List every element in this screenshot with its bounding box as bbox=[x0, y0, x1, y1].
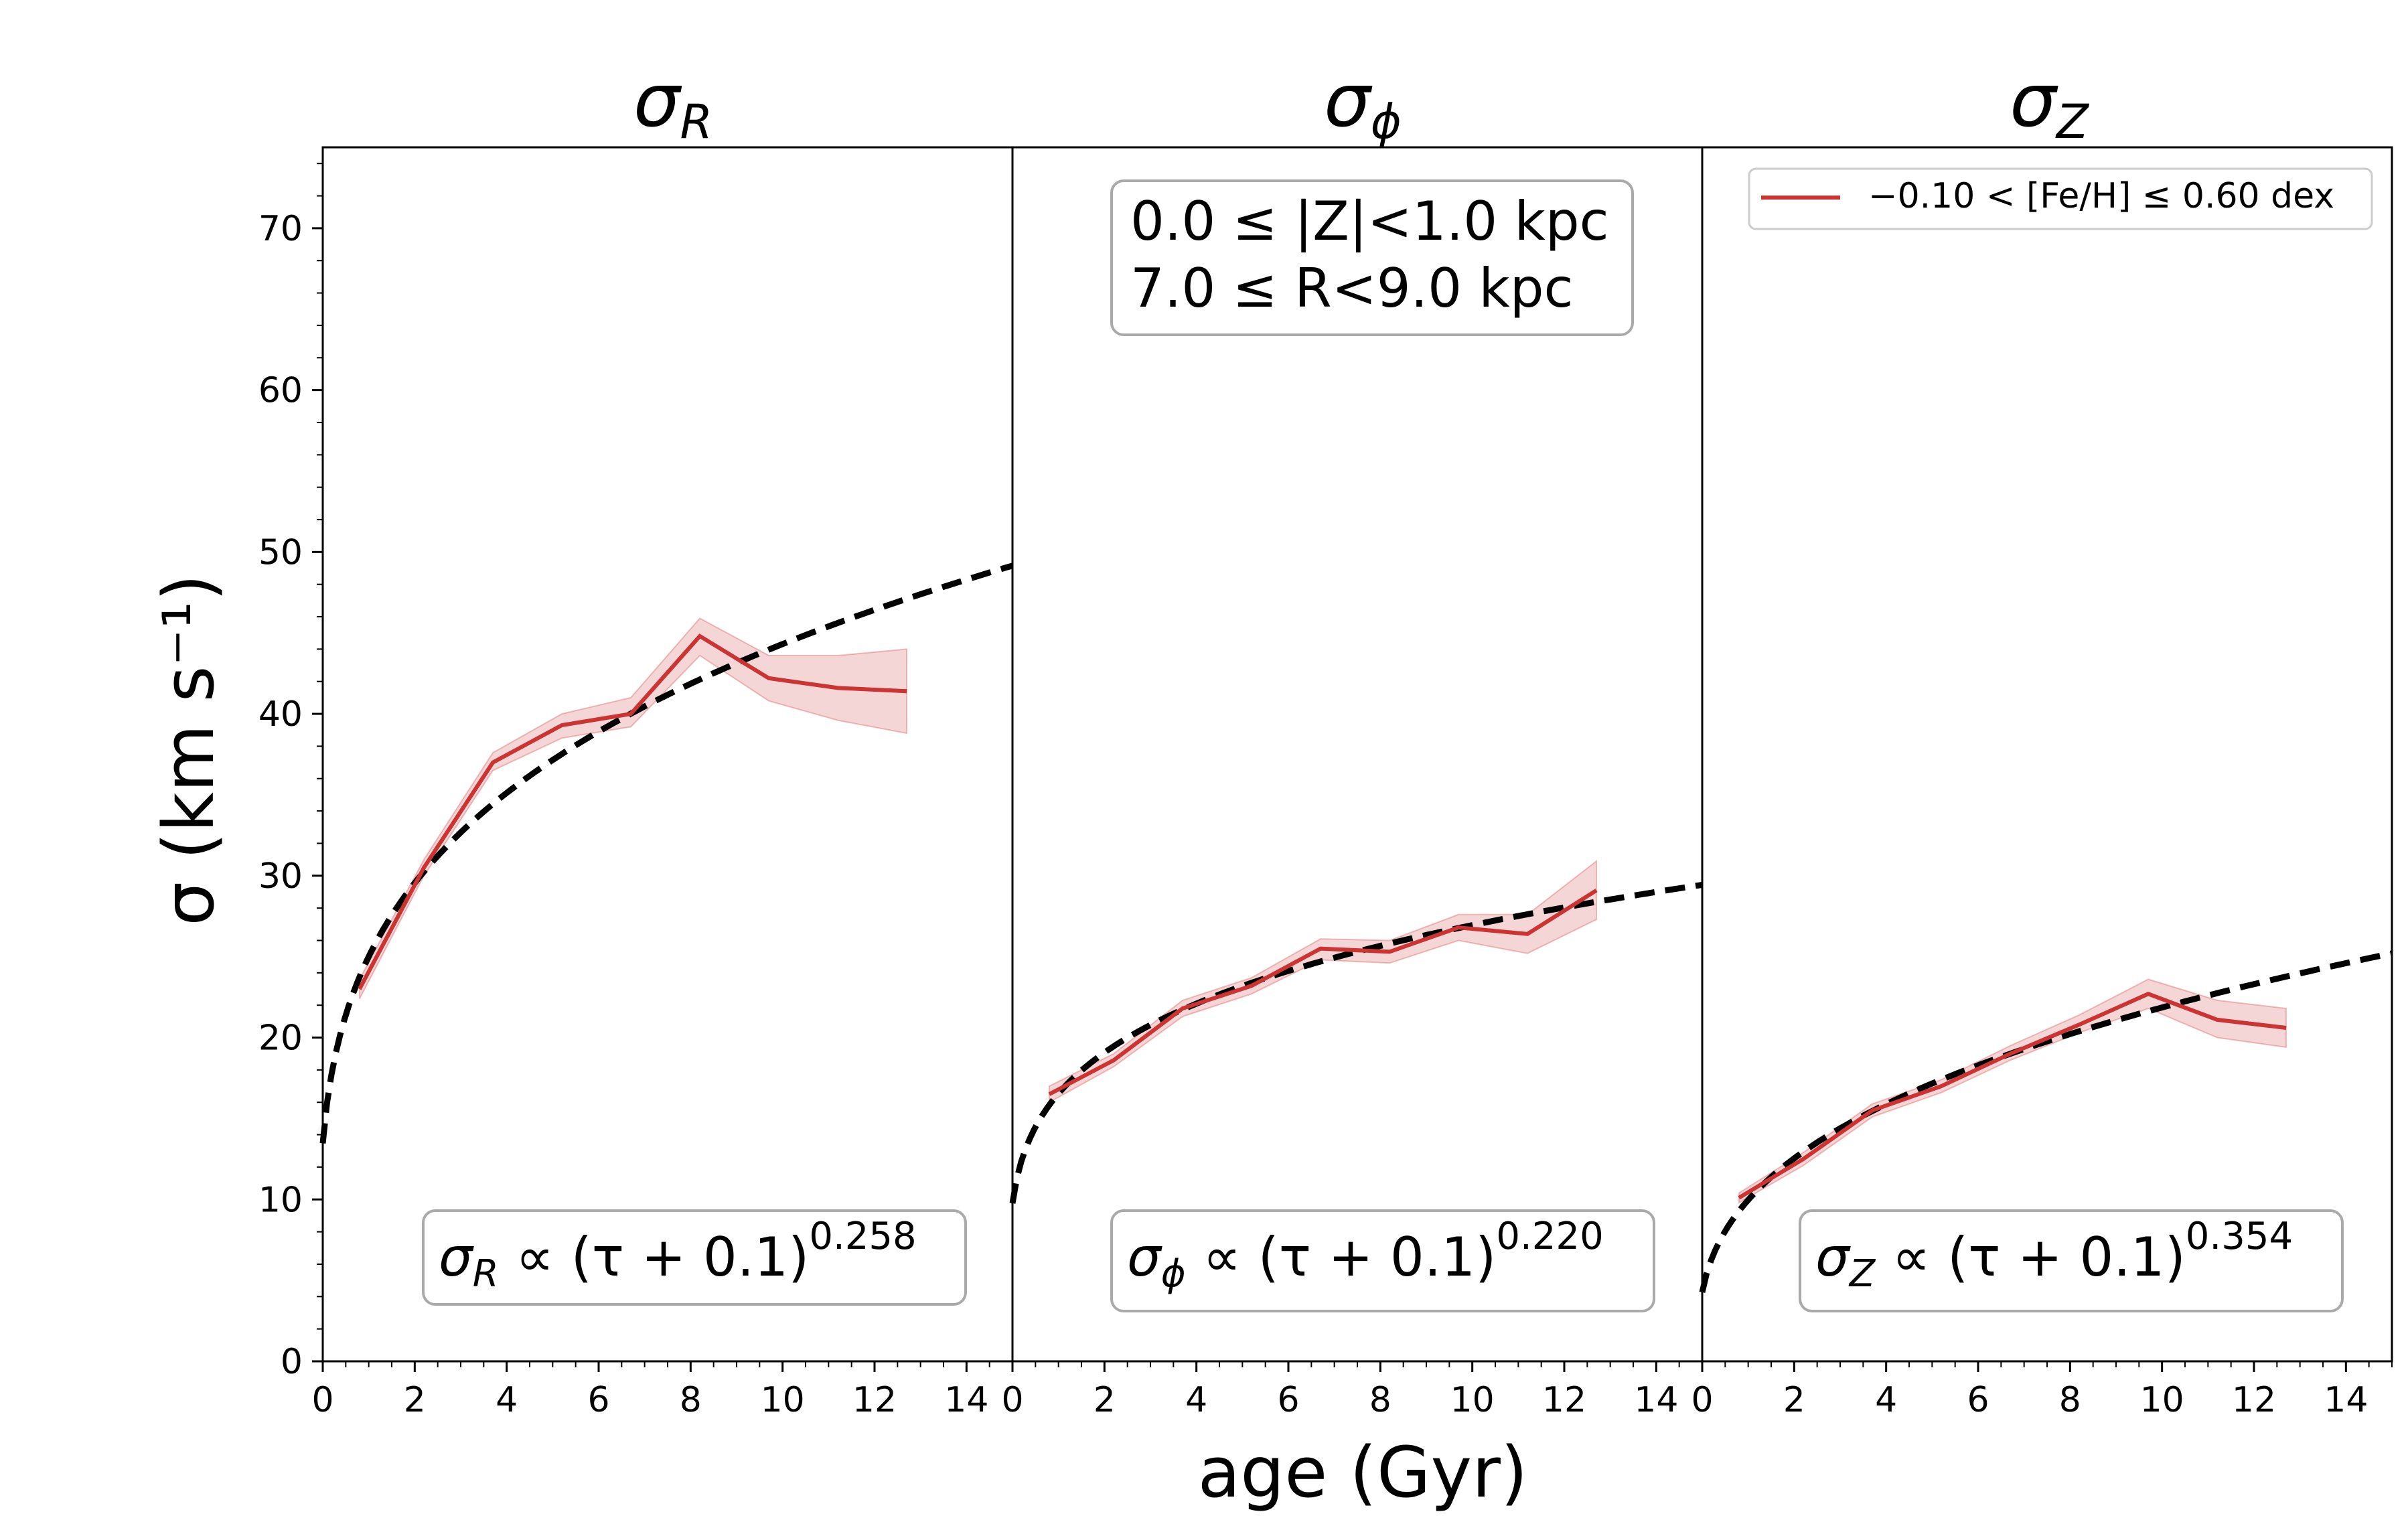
fit-formula-sigma-r: σR ∝ (τ + 0.1)0.258 bbox=[439, 1215, 917, 1296]
panel-sigma-r: σR σR ∝ (τ + 0.1)0.258 bbox=[319, 58, 1014, 1306]
y-tick-label: 30 bbox=[258, 856, 303, 897]
axes: 0 2 4 6 8 10 12 14 0 2 4 6 8 10 12 14 0 2 4 6 8 10 12 14 0 10 20 30… bbox=[258, 146, 2393, 1420]
fit-formula-box-sigma-phi: σϕ ∝ (τ + 0.1)0.220 bbox=[1110, 1209, 1655, 1312]
x-tick-label: 4 bbox=[496, 1380, 518, 1420]
panel-title-sigma-r: σR bbox=[633, 58, 712, 149]
fit-formula-box-sigma-z: σZ ∝ (τ + 0.1)0.354 bbox=[1799, 1209, 2344, 1312]
annotation-r-range: 7.0 ≤ R<9.0 kpc bbox=[1130, 257, 1573, 319]
y-axis-label: σ (km s⁻¹) bbox=[148, 574, 230, 925]
panel-sigma-phi: σϕ 0.0 ≤ |Z|<1.0 kpc 7.0 ≤ R<9.0 kpc σϕ … bbox=[1009, 58, 1703, 1312]
x-tick-label: 6 bbox=[587, 1380, 609, 1420]
y-tick-label: 10 bbox=[258, 1180, 303, 1220]
fit-curve bbox=[319, 562, 1014, 1144]
confidence-band bbox=[1048, 859, 1598, 1104]
x-axis-label: age (Gyr) bbox=[1198, 1432, 1528, 1513]
x-tick-label: 2 bbox=[1094, 1380, 1116, 1420]
panel-title-sigma-z: σZ bbox=[2010, 58, 2090, 149]
confidence-band bbox=[358, 617, 908, 999]
fit-formula-sigma-z: σZ ∝ (τ + 0.1)0.354 bbox=[1815, 1215, 2293, 1296]
selection-annotation-box: 0.0 ≤ |Z|<1.0 kpc 7.0 ≤ R<9.0 kpc bbox=[1110, 179, 1634, 336]
x-tick-label: 4 bbox=[1185, 1380, 1207, 1420]
panel-title-sigma-phi: σϕ bbox=[1324, 58, 1402, 149]
y-tick-label: 20 bbox=[258, 1018, 303, 1059]
x-tick-label: 4 bbox=[1875, 1380, 1897, 1420]
x-tick-label: 0 bbox=[1691, 1380, 1713, 1420]
x-tick-label: 12 bbox=[852, 1380, 897, 1420]
fit-formula-box-sigma-r: σR ∝ (τ + 0.1)0.258 bbox=[422, 1209, 967, 1306]
x-tick-label: 8 bbox=[680, 1380, 702, 1420]
y-tick-label: 70 bbox=[258, 209, 303, 249]
x-tick-label: 0 bbox=[1001, 1380, 1023, 1420]
x-tick-label: 14 bbox=[2324, 1380, 2368, 1420]
x-tick-label: 10 bbox=[1450, 1380, 1495, 1420]
annotation-z-range: 0.0 ≤ |Z|<1.0 kpc bbox=[1130, 190, 1609, 253]
x-tick-label: 8 bbox=[1369, 1380, 1391, 1420]
y-tick-label: 40 bbox=[258, 694, 303, 735]
y-tick-label: 60 bbox=[258, 371, 303, 411]
fit-curve bbox=[1009, 881, 1703, 1204]
x-tick-label: 0 bbox=[311, 1380, 333, 1420]
x-tick-label: 2 bbox=[404, 1380, 426, 1420]
x-tick-label: 6 bbox=[1277, 1380, 1299, 1420]
x-tick-label: 12 bbox=[2232, 1380, 2276, 1420]
y-tick-label: 50 bbox=[258, 532, 303, 573]
panel-sigma-z: σZ σZ ∝ (τ + 0.1)0.354 −0.10 < [Fe/H] ≤ … bbox=[1699, 58, 2393, 1312]
x-tick-label: 8 bbox=[2059, 1380, 2081, 1420]
x-tick-label: 12 bbox=[1542, 1380, 1586, 1420]
x-tick-label: 10 bbox=[761, 1380, 805, 1420]
confidence-band bbox=[1738, 978, 2287, 1204]
x-tick-label: 14 bbox=[1634, 1380, 1678, 1420]
x-tick-label: 2 bbox=[1783, 1380, 1805, 1420]
legend: −0.10 < [Fe/H] ≤ 0.60 dex bbox=[1748, 167, 2373, 230]
fit-formula-sigma-phi: σϕ ∝ (τ + 0.1)0.220 bbox=[1127, 1215, 1604, 1296]
x-tick-label: 14 bbox=[944, 1380, 988, 1420]
y-tick-label: 0 bbox=[281, 1342, 303, 1382]
x-tick-label: 10 bbox=[2140, 1380, 2184, 1420]
fit-curve bbox=[1699, 950, 2393, 1293]
x-tick-label: 6 bbox=[1967, 1380, 1989, 1420]
legend-label: −0.10 < [Fe/H] ≤ 0.60 dex bbox=[1868, 176, 2334, 216]
